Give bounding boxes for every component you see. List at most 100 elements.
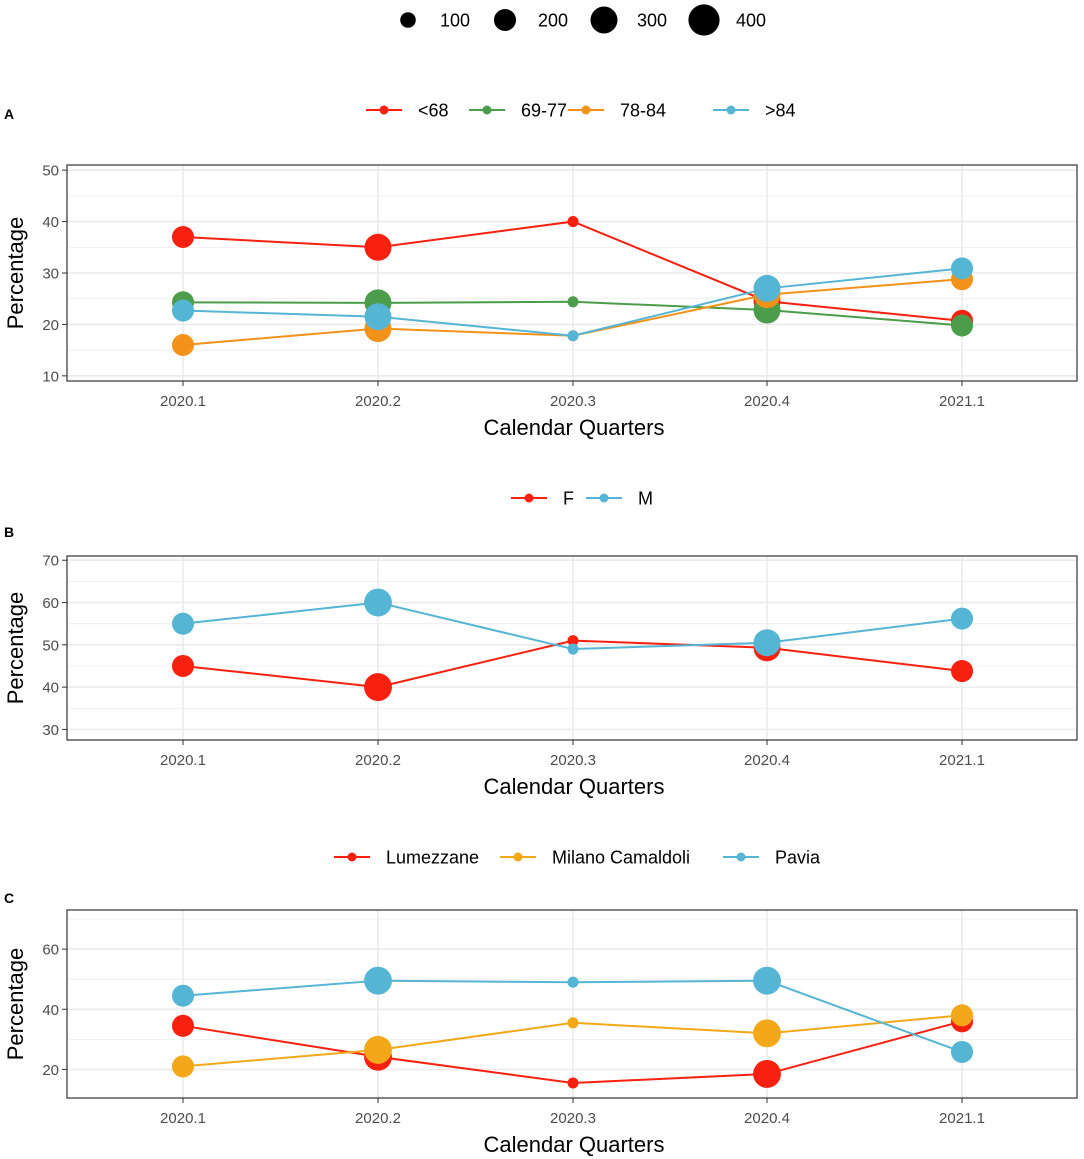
x-tick-label: 2020.3 (550, 393, 596, 410)
panel-letter: A (4, 106, 14, 122)
legend-key-point (524, 493, 534, 503)
data-point (567, 635, 579, 647)
legend-label: Pavia (775, 848, 821, 868)
x-tick-label: 2021.1 (939, 752, 985, 769)
legend-label: 78-84 (620, 101, 666, 121)
x-tick-label: 2020.2 (355, 393, 401, 410)
data-point (171, 299, 195, 322)
data-point (567, 1077, 579, 1089)
panel-c: C Lumezzane Milano Camaldoli Pavia 20 40 60 202… (3, 848, 1078, 1157)
size-legend-label: 300 (637, 11, 667, 31)
data-point (950, 257, 974, 280)
x-tick-label: 2020.4 (744, 752, 790, 769)
panel-border (66, 164, 1078, 382)
size-legend-key (590, 6, 618, 34)
x-tick-label: 2021.1 (939, 1110, 985, 1127)
data-point (753, 1019, 781, 1048)
y-tick-label: 10 (42, 368, 59, 385)
x-tick-label: 2020.4 (744, 393, 790, 410)
data-point (567, 643, 579, 655)
data-point (171, 612, 195, 635)
x-tick-label: 2020.3 (550, 1110, 596, 1127)
data-point (753, 1059, 781, 1088)
data-point (171, 654, 195, 677)
data-point (171, 1055, 195, 1078)
data-point (567, 330, 579, 342)
data-point (950, 314, 974, 337)
size-legend-key (400, 12, 416, 28)
data-point (364, 303, 392, 331)
panel-a: A <68 69-77 78-84 >84 10 20 30 40 50 2020.1 2020.2 2… (3, 101, 1078, 440)
gridlines (67, 556, 1077, 740)
legend-key-point (726, 105, 736, 115)
x-axis-title: Calendar Quarters (484, 1132, 665, 1157)
y-tick-label: 20 (42, 1062, 59, 1079)
y-tick-label: 40 (42, 1002, 59, 1019)
x-axis-title: Calendar Quarters (484, 415, 665, 440)
legend-key-point (581, 105, 591, 115)
data-point (364, 233, 392, 261)
gridlines (67, 910, 1077, 1098)
y-tick-label: 50 (42, 637, 59, 654)
y-axis-title: Percentage (3, 592, 28, 705)
x-tick-label: 2020.2 (355, 752, 401, 769)
panel-letter: C (4, 890, 14, 906)
x-tick-label: 2020.1 (160, 752, 206, 769)
panel-border (66, 909, 1078, 1099)
size-legend-label: 200 (538, 11, 568, 31)
data-point (950, 1040, 974, 1064)
legend-label: F (563, 489, 574, 509)
y-tick-label: 70 (42, 553, 59, 570)
size-legend: 100 200 300 400 (400, 4, 766, 36)
x-tick-label: 2020.4 (744, 1110, 790, 1127)
data-point (950, 607, 974, 630)
data-point (753, 629, 781, 657)
y-tick-label: 50 (42, 163, 59, 180)
legend-label: M (638, 489, 653, 509)
data-point (364, 673, 392, 702)
y-axis-title: Percentage (3, 217, 28, 330)
legend-key-point (482, 105, 492, 115)
y-tick-label: 60 (42, 942, 59, 959)
y-tick-label: 30 (42, 722, 59, 739)
data-point (364, 1035, 392, 1064)
series-legend: <68 69-77 78-84 >84 (366, 101, 796, 121)
legend-key-point (513, 852, 523, 862)
size-legend-key (688, 4, 720, 36)
x-tick-label: 2020.1 (160, 393, 206, 410)
legend-label: Lumezzane (386, 848, 479, 868)
data-point (753, 274, 781, 302)
data-point (567, 296, 579, 308)
y-axis-title: Percentage (3, 948, 28, 1061)
data-point (171, 225, 195, 249)
data-point (364, 966, 392, 995)
panel-border (66, 555, 1078, 741)
y-tick-label: 40 (42, 214, 59, 231)
size-legend-label: 400 (736, 11, 766, 31)
x-axis-title: Calendar Quarters (484, 774, 665, 799)
y-tick-label: 20 (42, 317, 59, 334)
y-tick-label: 30 (42, 266, 59, 283)
data-point (567, 216, 579, 228)
data-point (950, 660, 974, 683)
data-point (567, 1017, 579, 1029)
y-tick-label: 40 (42, 680, 59, 697)
legend-key-point (379, 105, 389, 115)
x-tick-label: 2020.1 (160, 1110, 206, 1127)
data-point (171, 333, 195, 357)
x-tick-label: 2020.3 (550, 752, 596, 769)
legend-key-point (736, 852, 746, 862)
data-point (753, 966, 781, 995)
x-tick-label: 2020.2 (355, 1110, 401, 1127)
legend-key-point (599, 493, 609, 503)
legend-key-point (347, 852, 357, 862)
panel-letter: B (4, 524, 14, 540)
data-point (364, 588, 392, 617)
x-tick-label: 2021.1 (939, 393, 985, 410)
data-point (567, 976, 579, 988)
legend-label: >84 (765, 101, 796, 121)
data-point (950, 1004, 974, 1027)
